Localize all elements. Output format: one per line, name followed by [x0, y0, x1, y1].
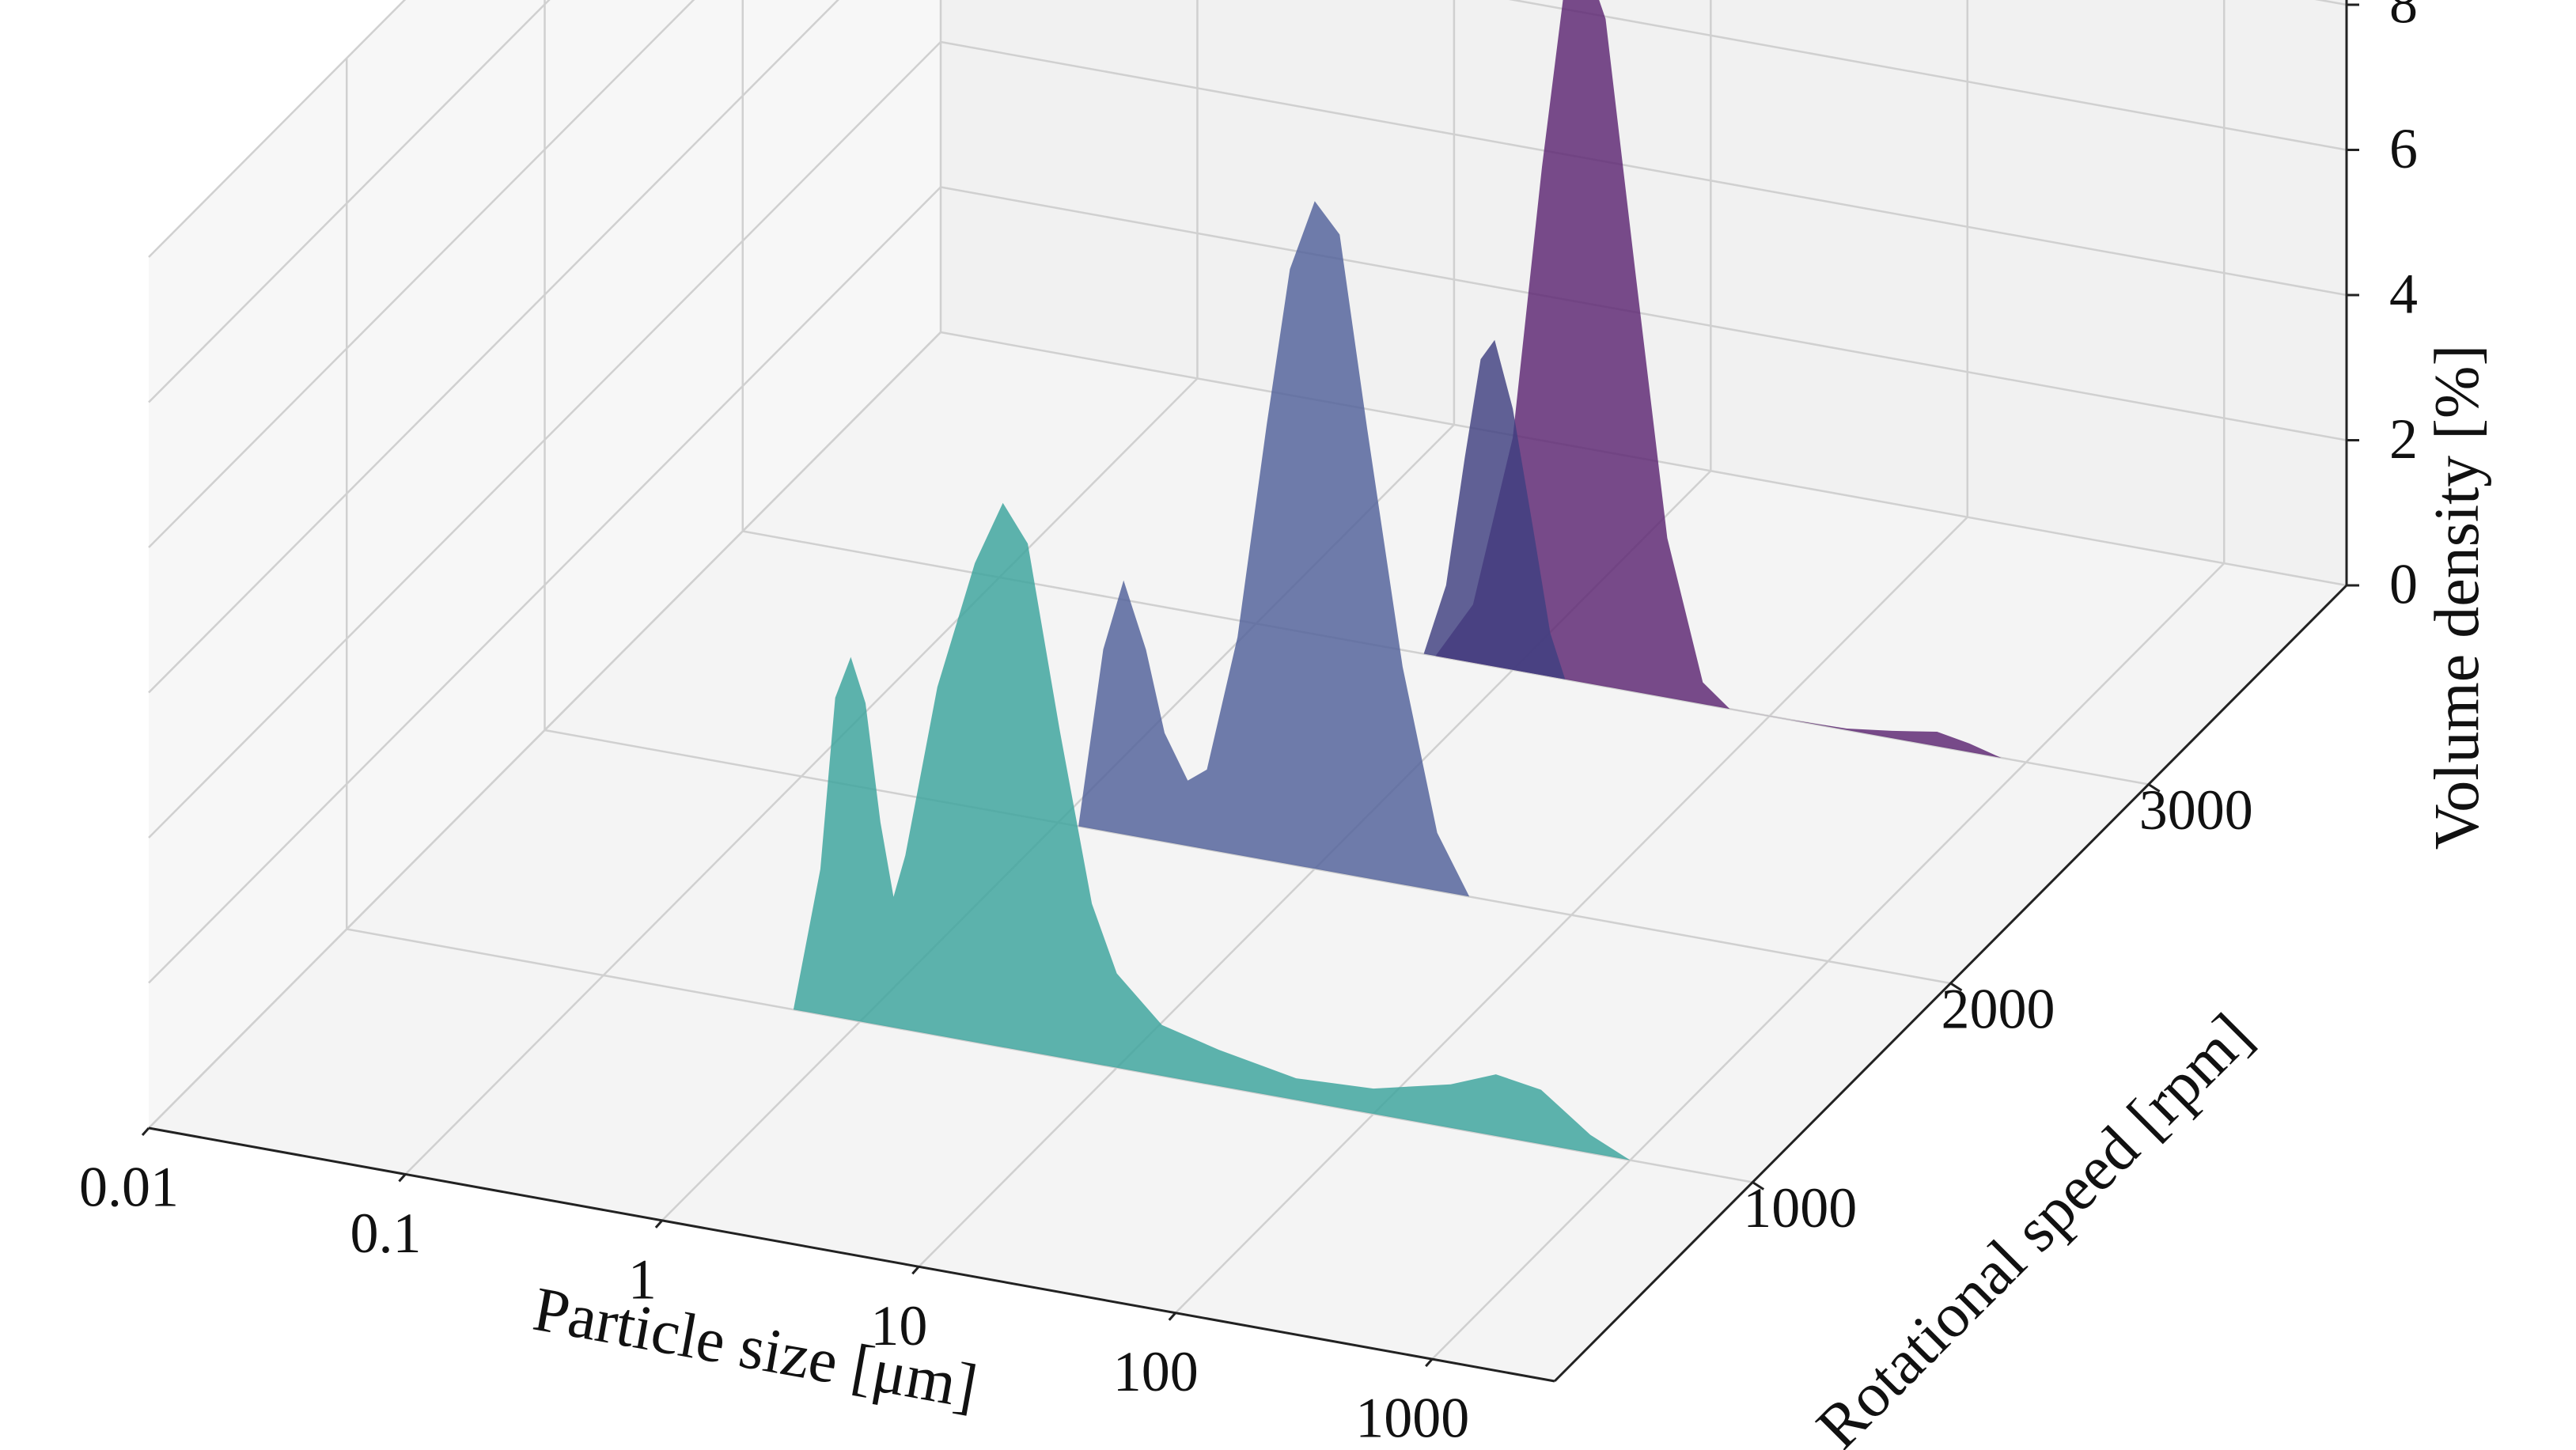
x-tick-label: 10	[870, 1294, 927, 1357]
y-tick-mark	[1752, 1181, 1765, 1191]
z-gridline-left	[148, 41, 941, 839]
z-gridline-back	[940, 186, 2347, 441]
x-tick-label: 0.01	[79, 1156, 179, 1219]
z-tick-label: 6	[2389, 117, 2418, 180]
y-axis-label: Rotational speed [rpm]	[1804, 1001, 2266, 1450]
z-gridline-back	[1508, 0, 2347, 151]
x-axis-line	[148, 1126, 1555, 1383]
z-gridline-left	[148, 0, 839, 694]
y-tick-label: 1000	[1743, 1176, 1857, 1240]
z-tick-label: 0	[2389, 553, 2418, 616]
x-tick-mark	[398, 1173, 407, 1183]
y-tick-mark	[2147, 783, 2161, 793]
x-tick-mark	[1168, 1312, 1176, 1321]
z-gridline-left	[148, 186, 941, 984]
x-tick-mark	[911, 1266, 920, 1275]
series-area	[1078, 201, 1470, 897]
x-tick-label: 1	[628, 1247, 657, 1311]
z-gridline-left	[148, 331, 941, 1129]
x-tick-label: 0.1	[350, 1202, 421, 1265]
y-tick-mark	[1949, 982, 1963, 992]
z-axis-label: Volume density [%]	[2423, 345, 2492, 850]
y-tick-label: 2000	[1941, 978, 2055, 1041]
z-tick-label: 8	[2389, 0, 2418, 36]
x-tick-label: 1000	[1355, 1387, 1469, 1450]
z-tick-label: 4	[2389, 263, 2418, 326]
series-area	[1423, 339, 1566, 680]
y-gridline-floor	[544, 729, 1951, 985]
series-area	[1435, 0, 2002, 758]
z-gridline-left	[148, 0, 695, 548]
x-tick-mark	[654, 1219, 664, 1229]
z-gridline-left	[148, 0, 407, 258]
x-tick-mark	[1425, 1358, 1434, 1368]
z-tick-label: 2	[2389, 407, 2418, 471]
back-pane	[941, 0, 2347, 585]
y-tick-label: 3000	[2139, 778, 2253, 842]
chart-series-areas	[793, 0, 2002, 1160]
z-gridline-left	[148, 0, 551, 403]
x-tick-label: 100	[1113, 1340, 1199, 1403]
chart-tick-labels: 0.010.11101001000100020003000024681012	[79, 0, 2418, 1450]
z-gridline-back	[940, 40, 2347, 297]
series-area	[793, 502, 1631, 1160]
x-tick-mark	[141, 1127, 150, 1136]
